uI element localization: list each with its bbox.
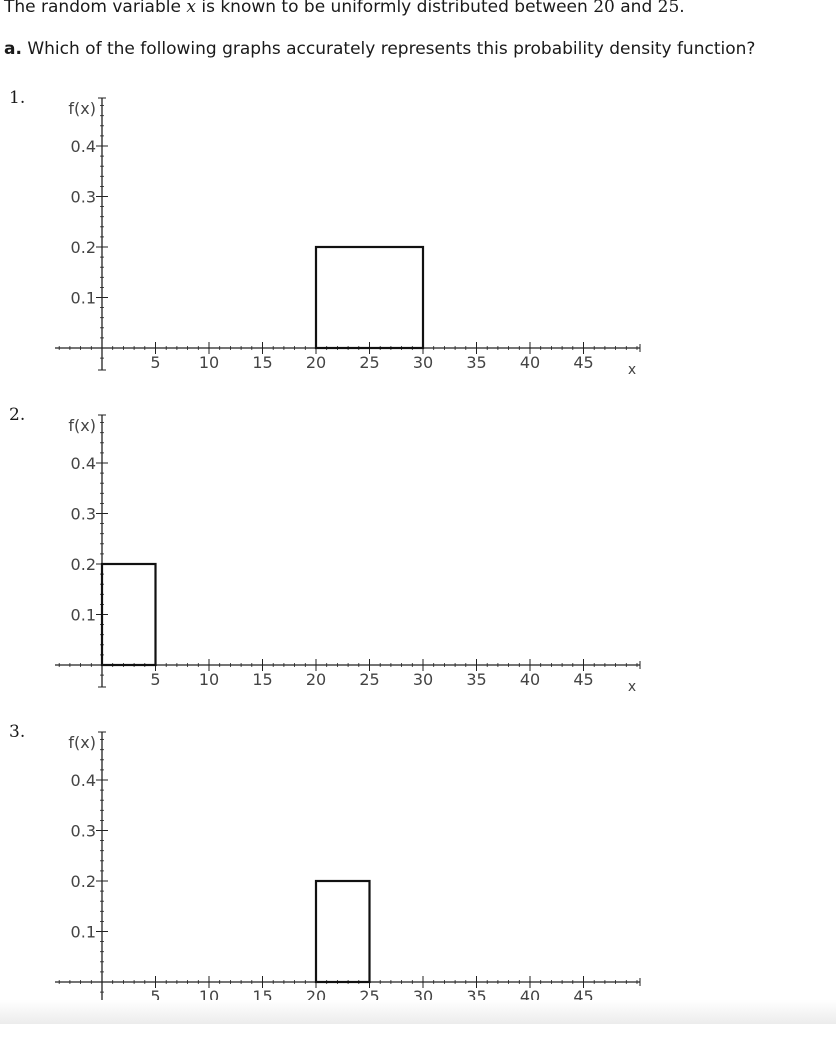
question-letter: a. [4, 39, 22, 59]
y-axis-label: f(x) [68, 416, 96, 435]
y-tick-label: 0.1 [71, 289, 96, 308]
option-number-1[interactable]: 1. [9, 88, 26, 108]
question-text: Which of the following graphs accurately… [21, 39, 756, 59]
option-number-3[interactable]: 3. [9, 722, 26, 742]
y-axis-label: f(x) [68, 99, 96, 118]
x-tick-label: 30 [413, 353, 433, 372]
bottom-edge [0, 1000, 836, 1024]
x-tick-label: 5 [150, 987, 160, 1006]
y-tick-label: 0.1 [71, 606, 96, 625]
density-rectangle [314, 245, 425, 350]
y-tick-label: 0.3 [71, 505, 96, 524]
upper-bound: 25 [657, 0, 680, 17]
y-tick-label: 0.4 [71, 137, 96, 156]
variable-x: x [186, 0, 196, 17]
y-tick-label: 0.3 [71, 822, 96, 841]
y-tick-label: 0.2 [71, 872, 96, 891]
graph-2-svg: 5 10 15 20 25 30 35 40 45 0.1 0.2 0.3 0.4 f(x) x [55, 414, 641, 695]
x-tick-label: 10 [199, 670, 219, 689]
x-tick-label: 35 [466, 353, 486, 372]
question-a: a. Which of the following graphs accurat… [4, 39, 755, 59]
graph-option-1[interactable]: 5 10 15 20 25 30 35 40 45 0.1 0.2 0.3 0.4 f(x) x [0, 88, 836, 408]
y-tick-label: 0.1 [71, 923, 96, 942]
x-tick-label: 25 [359, 353, 379, 372]
x-tick-label: 15 [252, 353, 272, 372]
x-tick-label: 20 [306, 353, 326, 372]
y-tick-label: 0.2 [71, 555, 96, 574]
x-tick-label: 40 [520, 670, 540, 689]
statement-text-1: The random variable [4, 0, 187, 17]
y-axis-label: f(x) [68, 733, 96, 752]
problem-statement: The random variable x is known to be uni… [4, 0, 685, 17]
x-tick-label: 20 [306, 670, 326, 689]
x-tick-label: 40 [520, 353, 540, 372]
x-tick-label: 10 [199, 353, 219, 372]
y-tick-label: 0.2 [71, 238, 96, 257]
x-tick-label: 5 [150, 670, 160, 689]
statement-text-2: is known to be uniformly distributed bet… [195, 0, 594, 17]
density-rectangle [314, 879, 371, 984]
x-axis-label: x [628, 679, 636, 695]
x-tick-label: 45 [573, 353, 593, 372]
graph-option-2[interactable]: 5 10 15 20 25 30 35 40 45 0.1 0.2 0.3 0.4 f(x) x [0, 405, 836, 725]
x-tick-label: 25 [359, 670, 379, 689]
x-tick-label: 45 [573, 670, 593, 689]
density-rectangle [100, 562, 157, 667]
graph-1-svg: 5 10 15 20 25 30 35 40 45 0.1 0.2 0.3 0.4 f(x) x [55, 97, 641, 378]
option-number-2[interactable]: 2. [9, 405, 26, 425]
lower-bound: 20 [593, 0, 615, 17]
y-tick-label: 0.3 [71, 188, 96, 207]
x-tick-label: 35 [466, 670, 486, 689]
x-tick-label: 15 [252, 670, 272, 689]
y-tick-label: 0.4 [71, 454, 96, 473]
statement-text-3: and [614, 0, 658, 17]
statement-text-4: . [679, 0, 685, 17]
x-axis-label: x [628, 362, 636, 378]
x-tick-label: 30 [413, 670, 433, 689]
x-tick-label: 5 [150, 353, 160, 372]
y-tick-label: 0.4 [71, 771, 96, 790]
